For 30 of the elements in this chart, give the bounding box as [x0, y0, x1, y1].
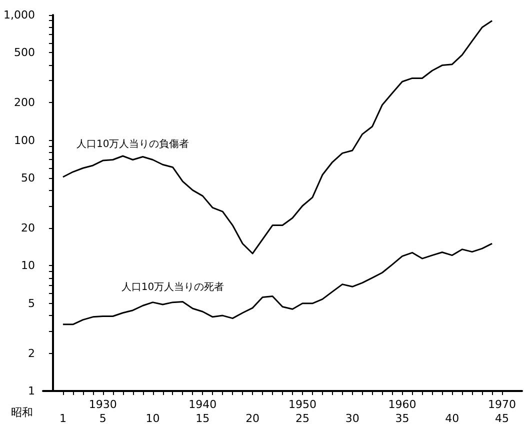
x2-tick-label: 5: [99, 412, 106, 424]
x2-tick-label: 45: [495, 412, 510, 424]
x2-tick-label: 35: [395, 412, 410, 424]
y-tick-label: 50: [21, 172, 35, 185]
y-tick-label: 2: [28, 346, 35, 360]
x2-tick-label: 30: [345, 412, 360, 424]
y-tick-label: 100: [14, 134, 35, 147]
x2-tick-label: 25: [295, 412, 310, 424]
y-tick-label: 200: [14, 96, 35, 110]
x-tick-label: 1940: [188, 398, 217, 411]
y-tick-label: 5: [28, 296, 35, 310]
x2-tick-label: 15: [196, 412, 210, 424]
y-tick-label: 10: [21, 259, 35, 272]
line-series: [62, 242, 493, 326]
x-tick-label: 1950: [288, 398, 316, 411]
x-tick-label: 1970: [488, 398, 516, 411]
y-tick-label: 500: [14, 46, 35, 60]
x2-tick-label: 40: [445, 412, 460, 424]
series-label: 人口10万人当りの死者: [121, 280, 224, 293]
x2-axis-title: 昭和: [11, 406, 33, 419]
series-label: 人口10万人当りの負傷者: [76, 138, 190, 150]
x-tick-label: 1960: [388, 398, 416, 411]
y-tick-label: 20: [21, 221, 35, 234]
x-tick-label: 1930: [88, 398, 117, 411]
y-tick-label: 1,000: [4, 8, 35, 22]
x2-tick-label: 1: [59, 412, 66, 424]
x2-tick-label: 10: [146, 412, 160, 424]
y-tick-label: 1: [28, 384, 35, 398]
line-series: [62, 20, 493, 254]
x2-tick-label: 20: [246, 412, 260, 424]
